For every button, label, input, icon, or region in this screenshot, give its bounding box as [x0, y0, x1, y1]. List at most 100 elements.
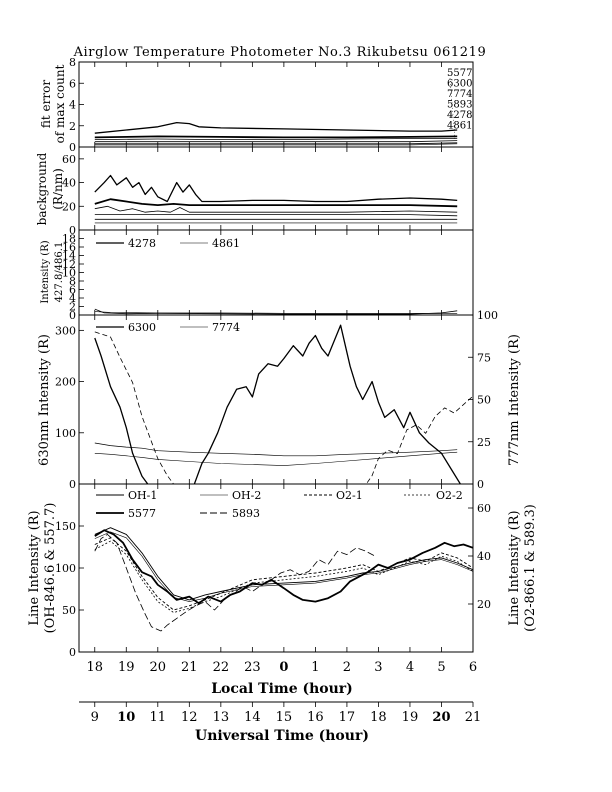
fit-legend-7774: 7774 — [447, 89, 472, 100]
intensity-427-486-ytick: 6 — [69, 284, 76, 297]
legend-label-OH-1: OH-1 — [128, 489, 157, 502]
line-ylabel2-right: (O2-866.1 & 589.3) — [523, 504, 538, 632]
legend-label-6300: 6300 — [128, 321, 156, 334]
legend-label-O2-1: O2-1 — [336, 489, 363, 502]
fit-error-ytick: 4 — [69, 99, 76, 112]
oi-ylabel: 630nm Intensity (R) — [37, 334, 52, 466]
universal-tick: 19 — [402, 710, 419, 725]
oi-6300-7774-frame — [78, 314, 474, 485]
oi-6300-7774-ytick-right: 25 — [477, 436, 491, 449]
fit-error-series-5893 — [94, 140, 458, 143]
legend-label-5893: 5893 — [232, 507, 260, 520]
fit-error-series-7774 — [94, 138, 458, 141]
local-tick: 22 — [213, 660, 230, 675]
intensity-427-486-ytick: 2 — [69, 301, 76, 314]
legend-label-O2-2: O2-2 — [436, 489, 463, 502]
local-tick: 18 — [86, 660, 103, 675]
universal-tick: 15 — [276, 710, 293, 725]
fit-error-series-6300 — [94, 121, 458, 134]
background-ytick: 20 — [62, 200, 76, 213]
oh-o2-lines-ytick: 50 — [62, 604, 76, 617]
oh-o2-lines-series-OH-1 — [94, 527, 473, 601]
universal-tick: 11 — [150, 710, 167, 725]
universal-tick: 14 — [244, 710, 261, 725]
legend-label-5577: 5577 — [128, 507, 156, 520]
oi-6300-7774-series-7774-thin — [94, 451, 458, 466]
oh-o2-lines-ytick: 0 — [69, 646, 76, 659]
fit-error-ylabel: fit error — [39, 80, 53, 128]
universal-tick: 12 — [181, 710, 198, 725]
oi-6300-7774-series-6300-thin — [94, 442, 458, 457]
local-tick: 21 — [181, 660, 198, 675]
intensity-427-486-ytick: 4 — [69, 292, 76, 305]
local-tick: 1 — [311, 660, 319, 675]
oh-o2-lines-ytick-right: 20 — [477, 598, 491, 611]
fit-legend-4861: 4861 — [447, 121, 472, 132]
background-ytick: 0 — [69, 224, 76, 237]
fit-error-ytick: 8 — [69, 56, 76, 69]
background-series-6300 — [94, 174, 458, 203]
universal-tick: 21 — [465, 710, 482, 725]
intensity-427-486-ytick: 18 — [62, 233, 76, 246]
local-tick: 6 — [469, 660, 477, 675]
background-ytick: 40 — [62, 177, 76, 190]
oi-6300-7774-ytick: 100 — [55, 427, 76, 440]
fit-error-series-5577 — [94, 135, 458, 139]
local-tick: 4 — [406, 660, 414, 675]
universal-time-axis: 9 10 11 12 13 14 15 16 17 18 19 20 21 — [79, 701, 482, 725]
universal-tick: 20 — [432, 710, 450, 725]
fit-error-ytick: 2 — [69, 120, 76, 133]
universal-tick: 9 — [91, 710, 99, 725]
figure-title: Airglow Temperature Photometer No.3 Riku… — [73, 45, 487, 60]
local-time-label: Local Time (hour) — [211, 681, 353, 697]
legend-label-7774: 7774 — [212, 321, 240, 334]
fit-legend-5577: 5577 — [447, 68, 472, 79]
oh-o2-lines-series-5577 — [94, 529, 473, 605]
local-tick: 3 — [374, 660, 382, 675]
local-tick: 20 — [150, 660, 167, 675]
oh-o2-lines-ytick-right: 60 — [477, 502, 491, 515]
legend-label-OH-2: OH-2 — [232, 489, 261, 502]
oi-6300-7774-series-6300 — [94, 324, 462, 484]
intensity-427-486-ytick: 16 — [62, 241, 76, 254]
fit-error-ytick: 0 — [69, 141, 76, 154]
fit-error-panel: 0 2 4 6 8 fit error of max count — [39, 56, 474, 154]
background-panel: 0 20 40 60 background (R/nm) — [35, 146, 474, 237]
oi-6300-7774-ytick-right: 100 — [477, 309, 498, 322]
oh-o2-lines-ytick: 100 — [55, 562, 76, 575]
oi-6300-7774-ytick: 0 — [69, 478, 76, 491]
background-ylabel: background — [35, 152, 49, 225]
background-frame — [78, 146, 474, 231]
legend-label-4278: 4278 — [128, 237, 156, 250]
legend-label-4861: 4861 — [212, 237, 240, 250]
fit-error-series-4861 — [94, 143, 458, 146]
fit-error-ylabel2: of max count — [53, 64, 67, 143]
intensity-427-486-ytick: 8 — [69, 275, 76, 288]
fit-error-series-4278 — [94, 142, 458, 145]
oi-6300-7774-ytick: 300 — [55, 324, 76, 337]
local-tick: 23 — [244, 660, 261, 675]
fit-legend-6300: 6300 — [447, 79, 472, 90]
oh-o2-lines-series-5893 — [94, 534, 376, 632]
local-tick: 19 — [118, 660, 135, 675]
background-ylabel2: (R/nm) — [51, 168, 65, 210]
intensity-427-486-ytick: 12 — [62, 258, 76, 271]
background-series-7774 — [94, 205, 458, 213]
line-ylabel2: (OH-846.6 & 557.7) — [43, 503, 58, 634]
fit-legend-5893: 5893 — [447, 100, 472, 111]
intensity-ylabel2: 427.8/486.1 — [54, 242, 65, 303]
line-ylabel: Line Intensity (R) — [27, 510, 42, 625]
fit-legend-4278: 4278 — [447, 110, 472, 121]
universal-tick: 17 — [339, 710, 356, 725]
oi-6300-7774-ytick: 200 — [55, 376, 76, 389]
oh-o2-lines-series-O2-1 — [94, 537, 473, 611]
intensity-427-486-ytick: 0 — [69, 309, 76, 322]
universal-tick: 13 — [213, 710, 230, 725]
background-ytick: 60 — [62, 153, 76, 166]
oh-o2-lines-ytick: 150 — [55, 520, 76, 533]
